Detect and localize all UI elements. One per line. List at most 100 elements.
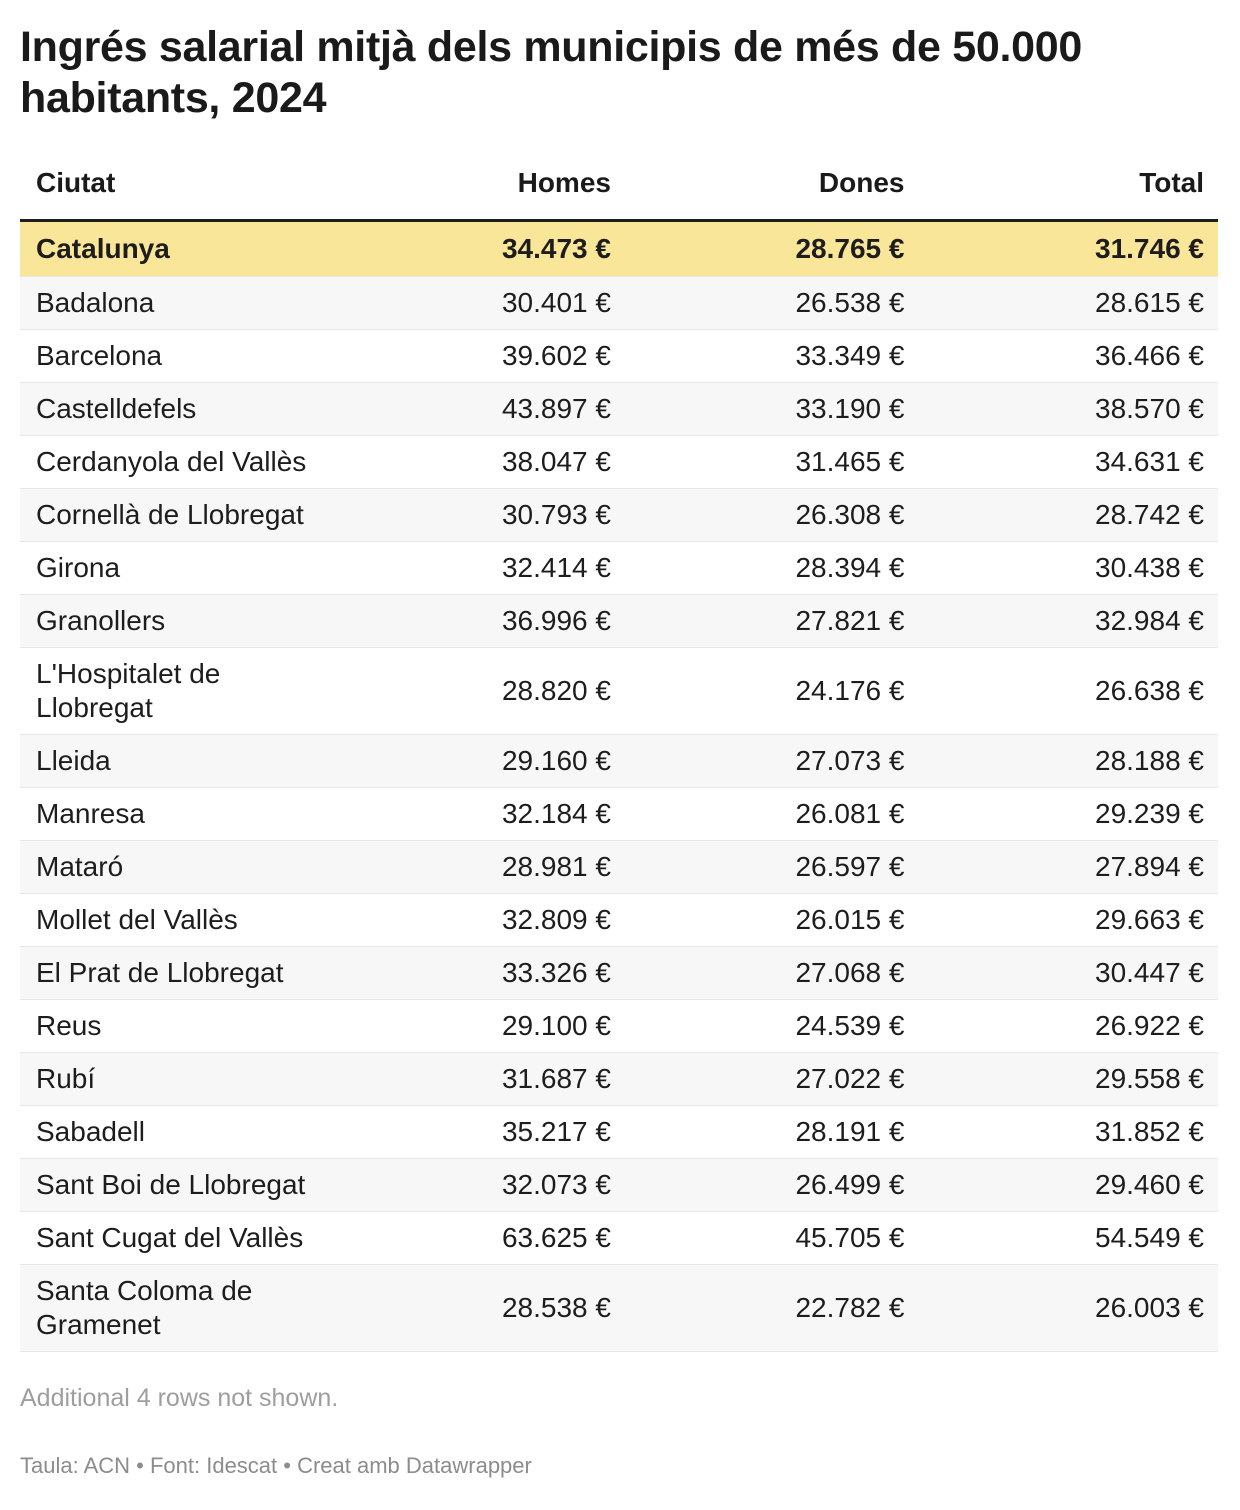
cell-total: 27.894 € — [1095, 851, 1204, 883]
table-body: Catalunya 34.473 € 28.765 € 31.746 € Bad… — [20, 220, 1218, 1352]
cell-homes: 39.602 € — [501, 340, 611, 372]
cell-dones: 26.015 € — [795, 904, 905, 936]
cell-total: 31.746 € — [1095, 233, 1204, 265]
cell-total: 26.003 € — [1095, 1292, 1204, 1324]
table-attribution: Taula: ACN • Font: Idescat • Creat amb D… — [20, 1453, 532, 1479]
cell-homes: 29.160 € — [501, 745, 611, 777]
cell-total: 34.631 € — [1095, 446, 1204, 478]
cell-dones: 28.394 € — [795, 552, 905, 584]
column-header-homes: Homes — [331, 159, 625, 223]
cell-homes: 33.326 € — [501, 957, 611, 989]
cell-total: 38.570 € — [1095, 393, 1204, 425]
cell-homes: 43.897 € — [501, 393, 611, 425]
page-title: Ingrés salarial mitjà dels municipis de … — [20, 23, 1082, 122]
cell-dones: 27.073 € — [795, 745, 905, 777]
cell-homes: 29.100 € — [501, 1010, 611, 1042]
cell-dones: 27.821 € — [795, 605, 905, 637]
cell-homes: 34.473 € — [501, 233, 611, 265]
table-row: Badalona 30.401 € 26.538 € 28.615 € — [20, 276, 1218, 330]
table-row: Castelldefels 43.897 € 33.190 € 38.570 € — [20, 382, 1218, 436]
cell-total: 28.615 € — [1095, 287, 1204, 319]
cell-homes: 28.981 € — [501, 851, 611, 883]
table-row: Lleida 29.160 € 27.073 € 28.188 € — [20, 734, 1218, 788]
cell-dones: 26.081 € — [795, 798, 905, 830]
cell-total: 29.460 € — [1095, 1169, 1204, 1201]
cell-ciutat: Catalunya — [36, 233, 170, 265]
additional-rows-note: Additional 4 rows not shown. — [20, 1384, 339, 1413]
table-row: Granollers 36.996 € 27.821 € 32.984 € — [20, 594, 1218, 648]
cell-ciutat: El Prat de Llobregat — [36, 957, 284, 989]
cell-dones: 31.465 € — [795, 446, 905, 478]
column-header-ciutat: Ciutat — [20, 159, 332, 223]
table-row: Mataró 28.981 € 26.597 € 27.894 € — [20, 840, 1218, 894]
table-row: El Prat de Llobregat 33.326 € 27.068 € 3… — [20, 946, 1218, 1000]
table-row: Santa Coloma de Gramenet 28.538 € 22.782… — [20, 1264, 1218, 1352]
cell-total: 26.638 € — [1095, 675, 1204, 707]
cell-total: 28.742 € — [1095, 499, 1204, 531]
table-row: Barcelona 39.602 € 33.349 € 36.466 € — [20, 329, 1218, 383]
cell-ciutat: Santa Coloma de Gramenet — [36, 1275, 253, 1341]
cell-homes: 32.073 € — [501, 1169, 611, 1201]
cell-ciutat: Cornellà de Llobregat — [36, 499, 304, 531]
cell-ciutat: Sant Boi de Llobregat — [36, 1169, 306, 1201]
table-header: Ciutat Homes Dones Total — [20, 159, 1218, 223]
cell-ciutat: Sant Cugat del Vallès — [36, 1222, 304, 1254]
table-row: Reus 29.100 € 24.539 € 26.922 € — [20, 999, 1218, 1053]
cell-homes: 35.217 € — [501, 1116, 611, 1148]
cell-dones: 33.190 € — [795, 393, 905, 425]
cell-homes: 28.820 € — [501, 675, 611, 707]
table-row: Cerdanyola del Vallès 38.047 € 31.465 € … — [20, 435, 1218, 489]
cell-dones: 26.538 € — [795, 287, 905, 319]
cell-dones: 28.191 € — [795, 1116, 905, 1148]
table-row: Rubí 31.687 € 27.022 € 29.558 € — [20, 1052, 1218, 1106]
table-row: Mollet del Vallès 32.809 € 26.015 € 29.6… — [20, 893, 1218, 947]
cell-homes: 36.996 € — [501, 605, 611, 637]
table-row: Catalunya 34.473 € 28.765 € 31.746 € — [20, 220, 1218, 277]
cell-ciutat: Sabadell — [36, 1116, 145, 1148]
table-row: Cornellà de Llobregat 30.793 € 26.308 € … — [20, 488, 1218, 542]
cell-dones: 45.705 € — [795, 1222, 905, 1254]
cell-total: 26.922 € — [1095, 1010, 1204, 1042]
cell-ciutat: Badalona — [36, 287, 155, 319]
cell-homes: 32.184 € — [501, 798, 611, 830]
cell-ciutat: Mollet del Vallès — [36, 904, 238, 936]
cell-dones: 24.176 € — [795, 675, 905, 707]
cell-dones: 26.499 € — [795, 1169, 905, 1201]
cell-ciutat: Granollers — [36, 605, 166, 637]
cell-total: 36.466 € — [1095, 340, 1204, 372]
cell-dones: 27.068 € — [795, 957, 905, 989]
cell-ciutat: Barcelona — [36, 340, 163, 372]
cell-homes: 30.793 € — [501, 499, 611, 531]
cell-dones: 26.308 € — [795, 499, 905, 531]
cell-ciutat: L'Hospitalet de Llobregat — [36, 658, 221, 724]
cell-total: 28.188 € — [1095, 745, 1204, 777]
cell-ciutat: Rubí — [36, 1063, 96, 1095]
cell-total: 54.549 € — [1095, 1222, 1204, 1254]
cell-homes: 38.047 € — [501, 446, 611, 478]
table-header-row: Ciutat Homes Dones Total — [20, 159, 1218, 223]
table-row: Girona 32.414 € 28.394 € 30.438 € — [20, 541, 1218, 595]
cell-total: 32.984 € — [1095, 605, 1204, 637]
table-row: Manresa 32.184 € 26.081 € 29.239 € — [20, 787, 1218, 841]
table-row: Sant Boi de Llobregat 32.073 € 26.499 € … — [20, 1158, 1218, 1212]
cell-total: 29.663 € — [1095, 904, 1204, 936]
cell-ciutat: Cerdanyola del Vallès — [36, 446, 307, 478]
cell-ciutat: Lleida — [36, 745, 111, 777]
cell-homes: 63.625 € — [501, 1222, 611, 1254]
cell-dones: 33.349 € — [795, 340, 905, 372]
cell-dones: 22.782 € — [795, 1292, 905, 1324]
table-row: Sabadell 35.217 € 28.191 € 31.852 € — [20, 1105, 1218, 1159]
cell-dones: 26.597 € — [795, 851, 905, 883]
cell-total: 30.447 € — [1095, 957, 1204, 989]
cell-homes: 32.809 € — [501, 904, 611, 936]
column-header-total: Total — [918, 159, 1218, 223]
column-header-dones: Dones — [624, 159, 919, 223]
cell-dones: 28.765 € — [795, 233, 905, 265]
cell-total: 30.438 € — [1095, 552, 1204, 584]
cell-homes: 28.538 € — [501, 1292, 611, 1324]
cell-ciutat: Castelldefels — [36, 393, 197, 425]
cell-dones: 24.539 € — [795, 1010, 905, 1042]
cell-homes: 32.414 € — [501, 552, 611, 584]
cell-total: 29.239 € — [1095, 798, 1204, 830]
cell-homes: 31.687 € — [501, 1063, 611, 1095]
